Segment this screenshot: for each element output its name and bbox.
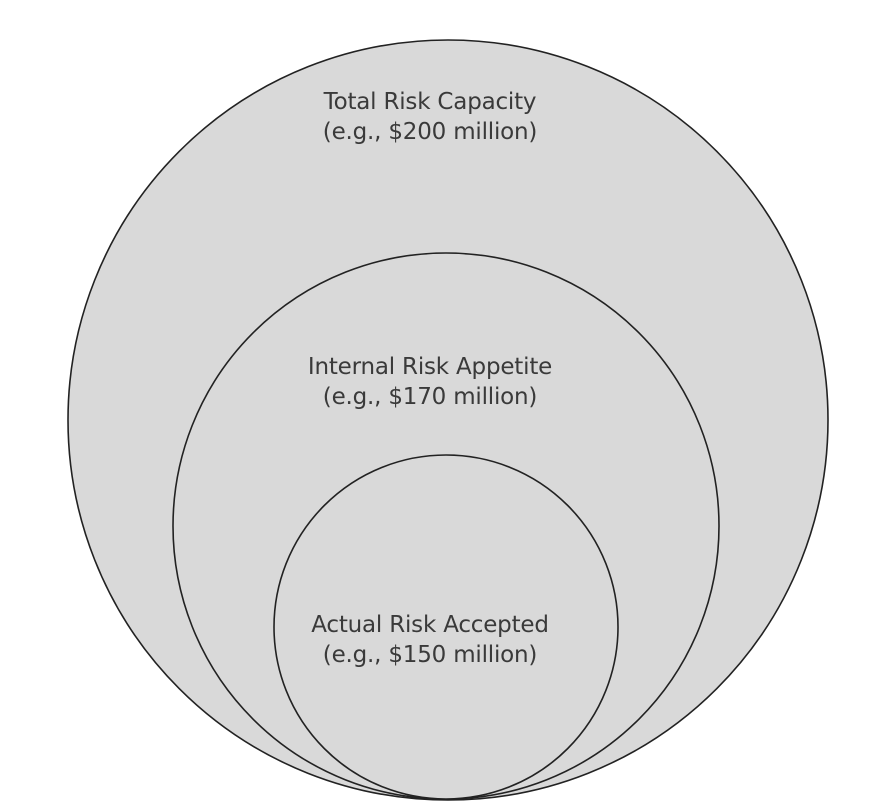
internal-risk-appetite-title: Internal Risk Appetite <box>307 354 553 380</box>
actual-risk-accepted-label: Actual Risk Accepted (e.g., $150 million… <box>0 610 866 670</box>
total-risk-capacity-example: (e.g., $200 million) <box>322 119 538 145</box>
actual-risk-accepted-title: Actual Risk Accepted <box>311 612 549 638</box>
actual-risk-accepted-example: (e.g., $150 million) <box>322 642 538 668</box>
total-risk-capacity-label: Total Risk Capacity (e.g., $200 million) <box>0 87 866 147</box>
total-risk-capacity-title: Total Risk Capacity <box>323 89 537 115</box>
circle-actual-risk-accepted <box>273 454 619 800</box>
internal-risk-appetite-label: Internal Risk Appetite (e.g., $170 milli… <box>0 352 866 412</box>
internal-risk-appetite-example: (e.g., $170 million) <box>322 384 538 410</box>
